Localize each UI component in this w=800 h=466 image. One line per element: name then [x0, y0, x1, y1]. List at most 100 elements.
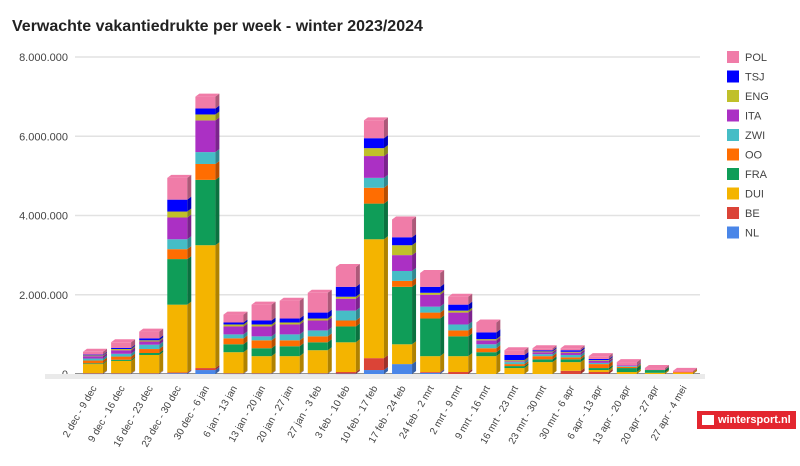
bar-side-zwi — [299, 331, 304, 341]
bar-side-ita — [131, 347, 136, 354]
bar-side-eng — [187, 208, 192, 218]
logo-mark-icon — [702, 415, 714, 425]
bar-side-be — [299, 370, 304, 374]
bar-segment-dui — [139, 354, 160, 374]
bar-segment-nl — [335, 373, 356, 375]
bar-side-dui — [552, 359, 557, 374]
bar-segment-zwi — [532, 354, 553, 357]
wintersport-logo: wintersport.nl — [697, 411, 796, 429]
bar-side-dui — [440, 353, 445, 373]
bar-segment-tsj — [560, 350, 581, 352]
bar-segment-zwi — [588, 362, 609, 365]
bar-side-oo — [383, 184, 388, 204]
bar-segment-dui — [223, 352, 244, 374]
bar-segment-dui — [560, 362, 581, 371]
bar-side-fra — [440, 315, 445, 357]
bar-segment-ita — [476, 340, 497, 345]
bar-side-zwi — [327, 327, 332, 337]
bar-side-be — [103, 370, 107, 374]
bar-side-ita — [580, 349, 585, 355]
bar-side-tsj — [524, 351, 529, 361]
bar-side-eng — [468, 307, 473, 313]
bar-segment-eng — [195, 114, 216, 121]
bar-segment-zwi — [363, 177, 384, 188]
bar-segment-oo — [392, 280, 413, 287]
bar-side-ita — [608, 357, 613, 363]
bar-side-pol — [636, 359, 641, 366]
bar-side-fra — [131, 356, 136, 361]
bar-side-oo — [299, 337, 304, 347]
bar-side-be — [468, 369, 473, 374]
legend-label-be: BE — [745, 208, 760, 220]
bar-side-dui — [608, 367, 613, 373]
bar-side-oo — [468, 327, 473, 337]
bar-side-zwi — [271, 333, 276, 341]
bar-side-zwi — [636, 363, 641, 367]
bar-segment-eng — [111, 349, 132, 351]
bar-segment-dui — [392, 344, 413, 365]
bar-segment-dui — [588, 370, 609, 373]
legend-swatch-oo — [727, 148, 739, 161]
bar-segment-zwi — [307, 330, 328, 337]
bar-segment-eng — [307, 318, 328, 321]
bar-segment-oo — [588, 364, 609, 369]
bar-side-oo — [440, 309, 445, 319]
bar-top — [251, 301, 276, 305]
bar-segment-oo — [673, 372, 693, 373]
bar-side-fra — [412, 283, 417, 345]
bar-segment-ita — [279, 324, 300, 335]
bar-side-eng — [355, 293, 360, 299]
bar-side-ita — [159, 338, 164, 345]
bar-segment-fra — [532, 359, 553, 363]
bar-segment-zwi — [420, 306, 441, 313]
bar-side-zwi — [412, 267, 417, 281]
legend-swatch-eng — [727, 90, 739, 102]
bar-segment-eng — [560, 351, 581, 353]
bar-side-fra — [103, 360, 107, 365]
bar-segment-tsj — [195, 108, 216, 115]
bar-side-be — [440, 369, 445, 373]
bar-segment-zwi — [279, 334, 300, 341]
legend-label-tsj: TSJ — [745, 72, 765, 84]
legend-swatch-tsj — [727, 70, 739, 83]
bar-side-nl — [355, 370, 360, 374]
bar-segment-tsj — [476, 332, 497, 340]
bar-segment-dui — [420, 356, 441, 373]
bar-segment-tsj — [279, 318, 300, 323]
bar-side-be — [131, 370, 136, 374]
bar-segment-ita — [616, 365, 637, 367]
bar-side-zwi — [159, 341, 164, 350]
bar-side-ita — [636, 362, 641, 367]
bar-side-zwi — [243, 331, 248, 339]
bar-segment-pol — [363, 120, 384, 139]
bar-side-zwi — [552, 351, 557, 357]
bar-side-nl — [103, 370, 107, 374]
bar-side-nl — [412, 361, 417, 374]
bar-side-zwi — [131, 350, 136, 357]
bar-side-oo — [608, 361, 613, 369]
bar-segment-tsj — [392, 237, 413, 246]
bar-side-nl — [243, 370, 248, 374]
bar-side-eng — [271, 321, 276, 327]
bar-side-oo — [187, 246, 192, 260]
bar-segment-pol — [167, 177, 188, 200]
bar-segment-tsj — [363, 138, 384, 149]
bar-segment-fra — [420, 318, 441, 357]
bar-segment-eng — [476, 339, 497, 341]
bar-segment-pol — [223, 314, 244, 323]
bar-segment-fra — [195, 179, 216, 246]
bar-segment-oo — [420, 312, 441, 319]
bar-segment-fra — [644, 370, 665, 373]
bar-segment-ita — [560, 352, 581, 355]
bar-segment-zwi — [476, 344, 497, 349]
bar-top — [392, 216, 417, 220]
bar-top — [307, 289, 332, 293]
bar-side-zwi — [496, 341, 501, 349]
bar-side-pol — [159, 328, 164, 339]
bar-segment-zwi — [139, 344, 160, 350]
bar-segment-dui — [335, 342, 356, 373]
bar-top — [363, 117, 388, 121]
bar-segment-eng — [139, 340, 160, 342]
y-tick-label: 4.000.000 — [19, 211, 68, 223]
